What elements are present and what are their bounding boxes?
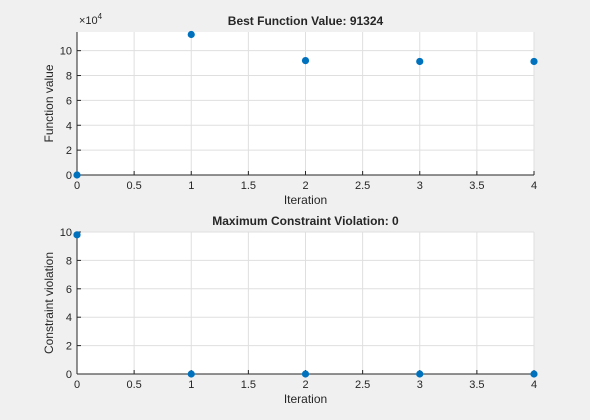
y-tick-label: 10 xyxy=(60,46,72,58)
data-point xyxy=(530,370,538,378)
data-point xyxy=(187,30,195,39)
y-tick-label: 2 xyxy=(66,341,72,353)
x-tick-label: 0 xyxy=(74,180,80,192)
x-tick-label: 0.5 xyxy=(126,180,141,192)
x-tick-label: 1.5 xyxy=(241,379,256,391)
y-tick-label: 2 xyxy=(66,145,72,157)
x-tick-label: 4 xyxy=(531,180,537,192)
y-tick-label: 6 xyxy=(66,284,72,296)
x-tick-label: 2 xyxy=(302,180,308,192)
x-axis-label: Iteration xyxy=(284,392,327,406)
x-tick-label: 3 xyxy=(417,180,423,192)
data-point xyxy=(530,57,538,66)
y-exponent-label: ×104 xyxy=(79,12,103,27)
y-tick-label: 4 xyxy=(66,120,72,132)
x-tick-label: 3.5 xyxy=(469,379,484,391)
chart-title: Maximum Constraint Violation: 0 xyxy=(212,214,399,228)
y-tick-label: 4 xyxy=(66,312,72,324)
data-point xyxy=(301,370,310,378)
y-exponent-power: 4 xyxy=(98,12,103,21)
y-tick-label: 8 xyxy=(66,255,72,267)
x-tick-label: 3.5 xyxy=(469,180,484,192)
x-tick-label: 4 xyxy=(531,379,537,391)
x-tick-label: 3 xyxy=(417,379,423,391)
x-tick-label: 2 xyxy=(302,379,308,391)
data-point xyxy=(416,57,424,66)
y-axis-label: Function value xyxy=(42,64,56,142)
data-point xyxy=(73,231,81,239)
x-tick-label: 0 xyxy=(74,379,80,391)
data-point xyxy=(73,171,81,179)
x-axis-label: Iteration xyxy=(284,193,327,207)
y-tick-label: 10 xyxy=(60,227,72,239)
x-tick-label: 1 xyxy=(188,379,194,391)
data-point xyxy=(416,370,424,378)
chart-title: Best Function Value: 91324 xyxy=(228,14,384,28)
data-point xyxy=(301,57,310,65)
y-tick-label: 0 xyxy=(66,170,72,182)
chart-2: 0 0.5 1 1.5 2 2.5 3 3.5 4 0 2 4 6 8 10 Maximum Constrai… xyxy=(42,214,538,406)
x-tick-label: 0.5 xyxy=(126,379,141,391)
x-tick-label: 1 xyxy=(188,180,194,192)
y-tick-label: 8 xyxy=(66,71,72,83)
y-exponent-base: ×10 xyxy=(79,15,98,27)
x-tick-label: 2.5 xyxy=(355,180,370,192)
chart-1: 0 0.5 1 1.5 2 2.5 3 3.5 4 0 2 4 6 8 10 Best Function Va… xyxy=(42,12,538,207)
y-axis-label: Constraint violation xyxy=(42,252,56,354)
x-tick-label: 2.5 xyxy=(355,379,370,391)
x-tick-label: 1.5 xyxy=(241,180,256,192)
data-point xyxy=(187,370,195,378)
y-tick-label: 6 xyxy=(66,95,72,107)
y-tick-label: 0 xyxy=(66,369,72,381)
